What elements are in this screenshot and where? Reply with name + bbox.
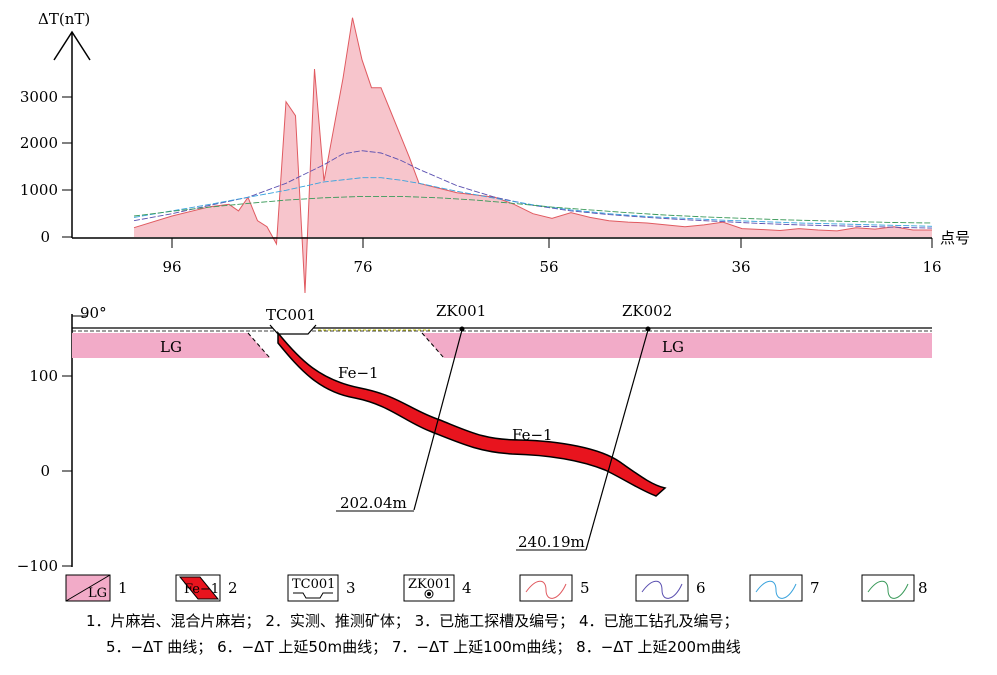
legend-swatch-text: TC001 — [292, 577, 335, 592]
orebody-label: Fe−1 — [512, 426, 553, 444]
legend-curve — [867, 580, 909, 599]
x-tick-label: 36 — [731, 258, 750, 276]
gneiss-band-left — [72, 333, 270, 358]
depth-label: 240.19m — [518, 533, 585, 551]
legend-swatch-text: LG — [88, 586, 107, 601]
legend-number: 3 — [346, 579, 356, 597]
legend-swatch-text: ZK001 — [408, 577, 452, 592]
legend-curve — [641, 580, 683, 599]
y-tick-label: 2000 — [20, 134, 58, 152]
legend-item-gneiss: LG 1 — [65, 574, 128, 602]
geologic-section: 100 0 −100 90° LG LG TC001 Fe−1 Fe−1 ZK0… — [17, 302, 932, 575]
gneiss-boundary — [421, 332, 445, 359]
legend-item-drillhole: ZK001 4 — [403, 574, 472, 602]
legend-caption-line1: 1．片麻岩、混合片麻岩； 2．实测、推测矿体； 3．已施工探槽及编号； 4．已施… — [86, 612, 738, 630]
dt-upward-100m-curve — [133, 177, 933, 227]
profile-x-axis-label: 点号 — [940, 229, 970, 247]
legend-diagonal — [65, 574, 111, 602]
trench-tc001 — [269, 324, 317, 335]
gneiss-boundary — [247, 332, 271, 359]
legend-curve — [525, 580, 567, 599]
profile-y-ticks: 3000 2000 1000 0 — [20, 88, 72, 246]
x-tick-label: 16 — [922, 258, 941, 276]
y-tick-label: 3000 — [20, 88, 58, 106]
section-y-tick-label: 100 — [29, 367, 58, 385]
legend-curve — [755, 580, 797, 599]
legend-item-curve-dt: 5 — [519, 574, 590, 602]
legend-drill-dot — [427, 592, 431, 596]
x-tick-label: 56 — [539, 258, 558, 276]
legend-number: 5 — [580, 579, 590, 597]
legend-number: 1 — [118, 579, 128, 597]
legend-item-trench: TC001 3 — [287, 574, 356, 602]
legend-number: 8 — [918, 579, 928, 597]
y-tick-label: 0 — [40, 228, 50, 246]
section-y-tick-label: −100 — [17, 557, 58, 575]
legend-trench-shape — [293, 592, 333, 599]
x-tick-label: 76 — [353, 258, 372, 276]
profile-x-ticks: 96 76 56 36 16 — [162, 238, 942, 276]
legend-orebody-shape — [178, 576, 220, 600]
y-tick-label: 1000 — [20, 181, 58, 199]
drillhole-collar — [645, 326, 651, 332]
legend-item-curve-200m: 8 — [861, 574, 928, 602]
legend-number: 6 — [696, 579, 706, 597]
drillhole-zk002 — [585, 329, 649, 551]
legend-number: 7 — [810, 579, 820, 597]
dt-curve — [133, 17, 932, 294]
legend-number: 2 — [228, 579, 238, 597]
dt-curve-area — [134, 17, 932, 293]
gneiss-band-right — [422, 333, 932, 358]
orebody-label: Fe−1 — [338, 364, 379, 382]
trench-label: TC001 — [266, 306, 316, 324]
legend: LG 1 Fe−1 2 TC001 3 ZK001 4 5 — [65, 574, 928, 656]
legend-caption-line2: 5．−ΔT 曲线； 6．−ΔT 上延50m曲线； 7．−ΔT 上延100m曲线；… — [106, 638, 741, 656]
legend-number: 4 — [462, 579, 472, 597]
legend-swatch — [287, 574, 339, 602]
profile-y-axis-label: ΔT(nT) — [38, 10, 90, 28]
legend-item-curve-100m: 7 — [749, 574, 820, 602]
drillhole-collar — [459, 326, 465, 332]
section-y-tick-label: 0 — [40, 462, 50, 480]
drill-label: ZK002 — [622, 302, 672, 320]
depth-label: 202.04m — [340, 494, 407, 512]
drillhole-zk001 — [413, 329, 463, 511]
dt-upward-50m-curve — [133, 150, 933, 229]
dt-upward-200m-curve — [133, 195, 933, 224]
profile-series-layer — [133, 17, 933, 294]
legend-item-orebody: Fe−1 2 — [175, 574, 238, 602]
angle-label: 90° — [80, 304, 107, 322]
drill-label: ZK001 — [436, 302, 486, 320]
legend-swatch-text: Fe−1 — [184, 582, 219, 597]
rock-label: LG — [160, 338, 182, 356]
y-axis-arrow — [53, 30, 91, 61]
rock-label: LG — [662, 338, 684, 356]
profile-chart: ΔT(nT) 点号 3000 2000 1000 0 96 76 56 36 1… — [20, 10, 970, 294]
x-tick-label: 96 — [162, 258, 181, 276]
legend-item-curve-50m: 6 — [635, 574, 706, 602]
orebody-fe-1 — [277, 330, 667, 497]
